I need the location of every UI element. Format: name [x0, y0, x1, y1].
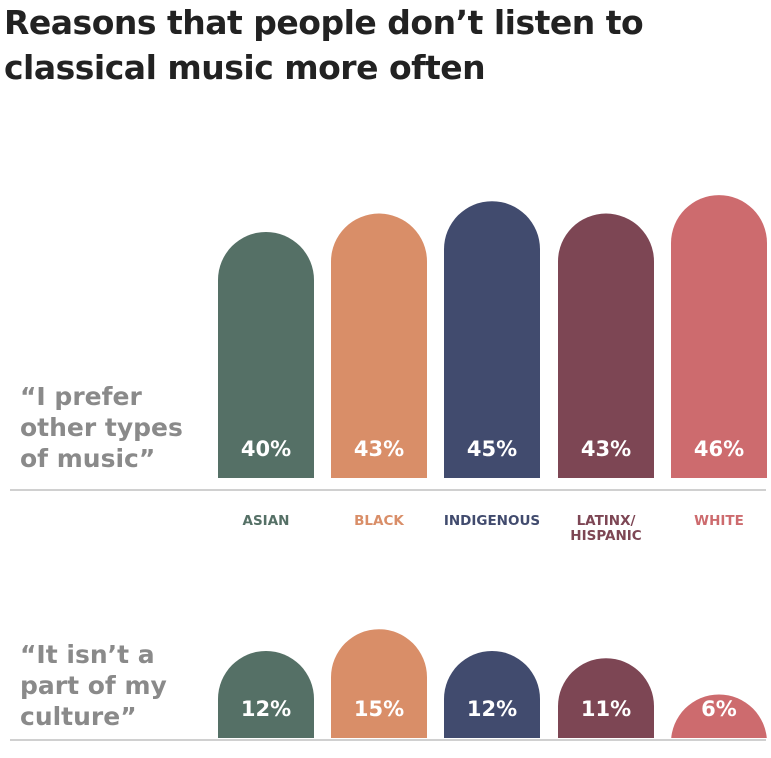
value-label: 15%	[354, 697, 404, 721]
bar	[671, 195, 767, 478]
category-label: LATINX/ HISPANIC	[570, 513, 642, 544]
category-label: INDIGENOUS	[443, 513, 541, 529]
value-label: 11%	[581, 697, 631, 721]
bar	[331, 629, 427, 738]
bar	[444, 651, 540, 738]
value-label: 6%	[701, 697, 737, 721]
bar	[671, 694, 767, 738]
bar	[558, 213, 654, 478]
value-label: 12%	[467, 697, 517, 721]
value-label: 43%	[581, 437, 631, 461]
value-label: 12%	[241, 697, 291, 721]
bar	[218, 232, 314, 478]
category-label: BLACK	[354, 513, 404, 529]
value-label: 40%	[241, 437, 291, 461]
row-label: “I prefer other types of music”	[20, 382, 183, 473]
value-label: 46%	[694, 437, 744, 461]
bar	[558, 658, 654, 738]
bar	[331, 213, 427, 478]
bar	[444, 201, 540, 478]
bar	[218, 651, 314, 738]
value-label: 43%	[354, 437, 404, 461]
chart-title: Reasons that people don’t listen to clas…	[4, 3, 644, 87]
category-label: ASIAN	[242, 513, 290, 529]
value-label: 45%	[467, 437, 517, 461]
row-label: “It isn’t a part of my culture”	[20, 640, 167, 731]
category-label: WHITE	[694, 513, 744, 529]
